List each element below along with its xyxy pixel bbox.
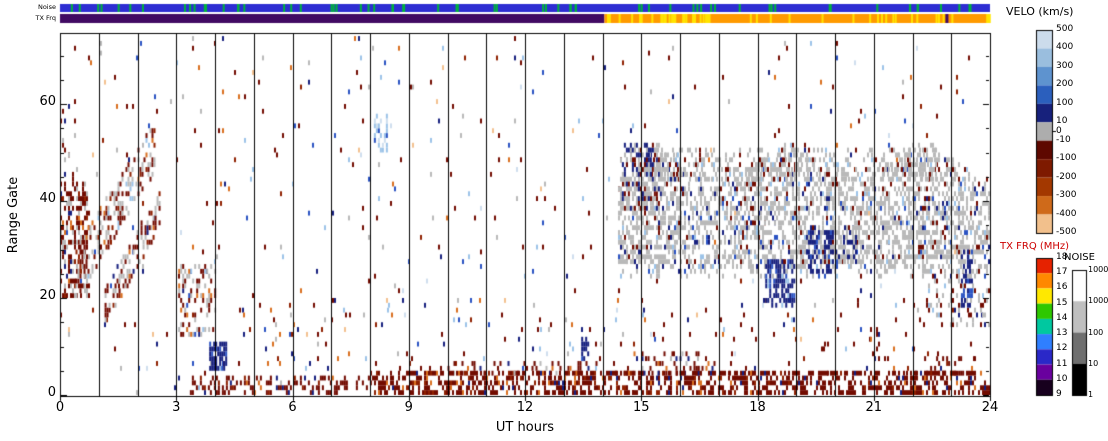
x-axis-title: UT hours bbox=[495, 420, 555, 435]
txfreq-scale-label: 15 bbox=[1056, 297, 1068, 308]
x-tick-label: 0 bbox=[55, 400, 65, 415]
velocity-scale-label: -200 bbox=[1056, 171, 1077, 182]
x-tick-label: 9 bbox=[404, 400, 413, 415]
x-tick-label: 18 bbox=[749, 400, 766, 415]
velocity-scale-label: -500 bbox=[1056, 227, 1077, 237]
x-tick-label: 24 bbox=[981, 400, 999, 415]
txfreq-scale-label: 12 bbox=[1056, 343, 1068, 354]
y-tick-label: 40 bbox=[39, 191, 56, 206]
velocity-scale-label: 400 bbox=[1056, 42, 1074, 53]
velocity-scale-label: 300 bbox=[1056, 60, 1074, 71]
y-axis-title: Range Gate bbox=[5, 176, 21, 254]
noise-strip-label: Noise bbox=[37, 3, 56, 11]
velocity-scale-label: 500 bbox=[1056, 24, 1074, 34]
y-tick-label: 60 bbox=[39, 94, 56, 109]
x-tick-label: 12 bbox=[516, 400, 534, 415]
noise-scale-label: 10 bbox=[1088, 358, 1099, 368]
txfrq-strip-label: TX Frq bbox=[35, 14, 56, 22]
txfreq-scale-label: 14 bbox=[1056, 312, 1068, 323]
x-tick-label: 15 bbox=[632, 400, 650, 415]
velocity-scale-label: -100 bbox=[1056, 153, 1077, 164]
velocity-colorbar-title: VELO (km/s) bbox=[1006, 5, 1074, 18]
x-tick-label: 6 bbox=[288, 400, 297, 415]
y-tick-label: 0 bbox=[47, 385, 56, 400]
velocity-scale-label: 100 bbox=[1056, 97, 1074, 108]
noise-scale-label: 1000 bbox=[1088, 296, 1108, 306]
velocity-scale-label: 200 bbox=[1056, 79, 1074, 90]
txfreq-scale-label: 11 bbox=[1056, 358, 1068, 369]
noise-colorbar-title: NOISE bbox=[1064, 252, 1095, 263]
txfreq-colorbar-title: TX FRQ (MHz) bbox=[1000, 241, 1070, 252]
velocity-scale-label: -10 bbox=[1056, 134, 1071, 145]
txfreq-scale-label: 17 bbox=[1056, 267, 1068, 278]
y-tick-label: 20 bbox=[39, 288, 56, 303]
x-tick-label: 21 bbox=[865, 400, 883, 415]
txfreq-scale-label: 16 bbox=[1056, 282, 1068, 293]
velocity-scale-label: -400 bbox=[1056, 208, 1077, 219]
velocity-scale-label: 10 bbox=[1056, 116, 1068, 127]
noise-scale-label: 10000 bbox=[1088, 265, 1108, 274]
noise-scale-label: 1 bbox=[1088, 390, 1094, 399]
txfreq-scale-label: 10 bbox=[1056, 373, 1068, 384]
velocity-scale-label: -300 bbox=[1056, 190, 1077, 201]
velocity-scale-label: 0 bbox=[1056, 125, 1062, 136]
noise-scale-label: 100 bbox=[1088, 327, 1104, 337]
txfreq-scale-label: 18 bbox=[1056, 252, 1068, 262]
txfreq-scale-label: 9 bbox=[1056, 389, 1062, 399]
x-tick-label: 3 bbox=[172, 400, 181, 415]
txfreq-scale-label: 13 bbox=[1056, 328, 1068, 339]
